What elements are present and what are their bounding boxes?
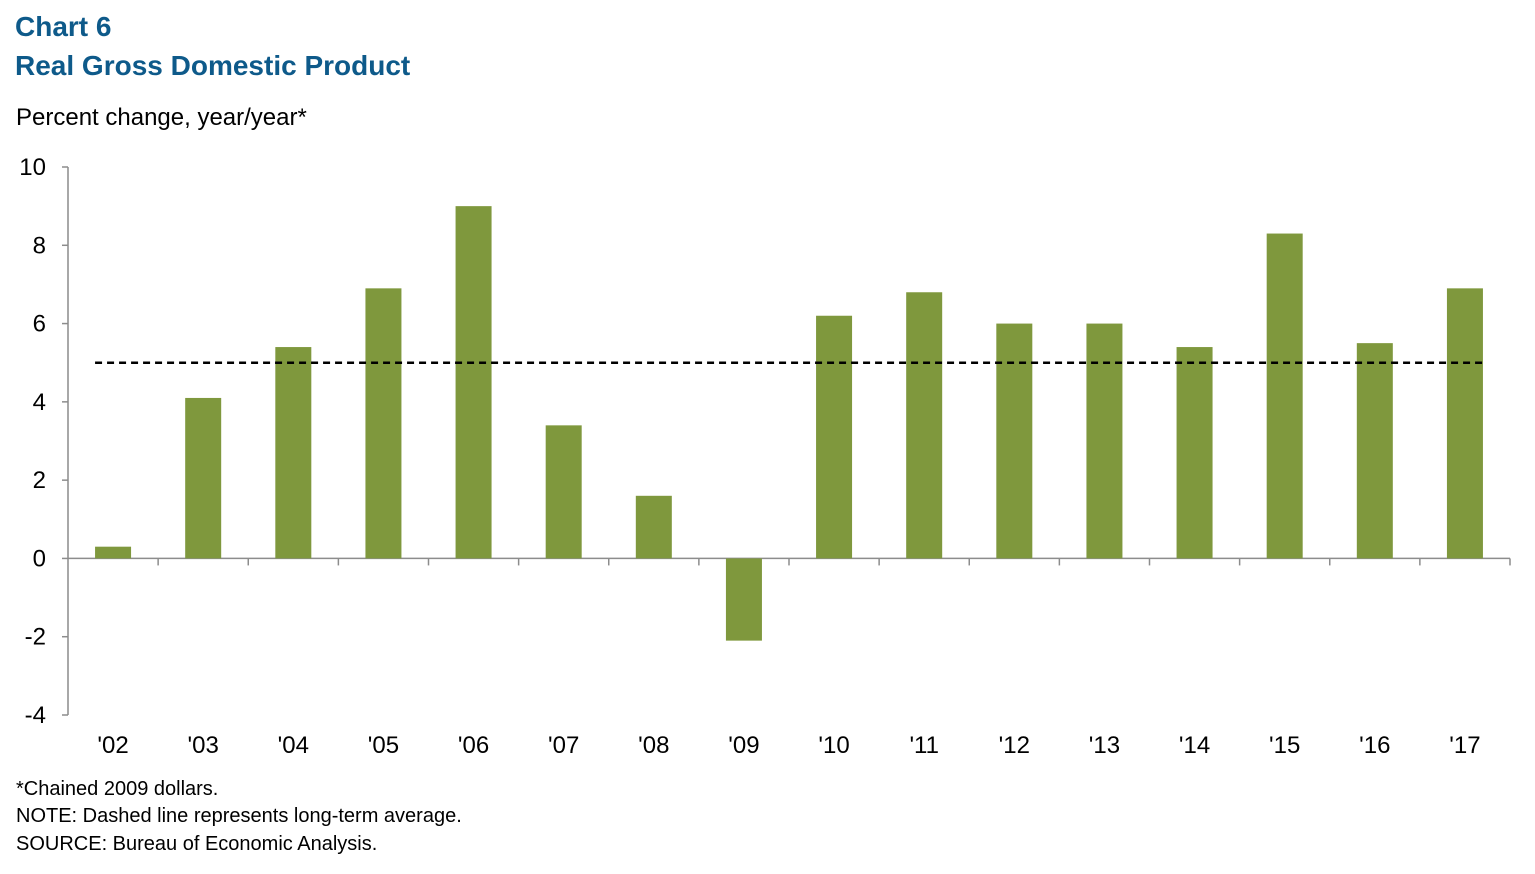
- x-tick-label: '14: [1179, 732, 1210, 759]
- y-tick-label: 0: [33, 545, 46, 572]
- bars: [95, 206, 1483, 641]
- bar: [996, 323, 1033, 559]
- x-tick-label: '17: [1449, 732, 1480, 759]
- bar: [365, 288, 402, 559]
- bar: [95, 546, 132, 559]
- bar: [185, 397, 222, 559]
- bar: [816, 315, 853, 559]
- x-tick-labels: '02 '03 '04 '05 '06 '07 '08 '09 '10 '11 '12 '13 '14 '…: [97, 732, 1480, 759]
- bar: [725, 558, 762, 641]
- x-tick-label: '04: [278, 732, 309, 759]
- bar: [455, 206, 492, 559]
- x-tick-label: '03: [188, 732, 219, 759]
- x-tick-label: '10: [818, 732, 849, 759]
- x-tick-label: '13: [1089, 732, 1120, 759]
- bar: [906, 292, 943, 559]
- y-tick-label: 2: [33, 467, 46, 494]
- bar: [1176, 347, 1213, 559]
- footnote-chained-dollars: *Chained 2009 dollars.: [16, 778, 219, 800]
- y-axis-label: Percent change, year/year*: [16, 104, 307, 131]
- x-tick-label: '06: [458, 732, 489, 759]
- bar: [1356, 343, 1393, 559]
- bar: [545, 425, 582, 559]
- y-tick-label: 6: [33, 311, 46, 338]
- x-tick-label: '11: [909, 732, 939, 759]
- x-tick-label: '15: [1269, 732, 1300, 759]
- y-tick-label: 4: [33, 389, 46, 416]
- bar: [635, 495, 672, 559]
- x-tick-label: '12: [999, 732, 1030, 759]
- y-tick-label: 10: [19, 154, 46, 181]
- x-tick-label: '08: [638, 732, 669, 759]
- x-tick-label: '09: [728, 732, 759, 759]
- footnote-source: SOURCE: Bureau of Economic Analysis.: [16, 833, 378, 855]
- y-axis: 10 8 6 4 2 0 -2 -4: [19, 154, 69, 729]
- x-tick-label: '16: [1359, 732, 1390, 759]
- footnote-note: NOTE: Dashed line represents long-term a…: [16, 805, 462, 827]
- x-tick-label: '07: [548, 732, 579, 759]
- bar: [1086, 323, 1123, 559]
- x-axis: [68, 557, 1511, 566]
- y-tick-label: -2: [25, 624, 46, 651]
- x-tick-label: '02: [97, 732, 128, 759]
- bar: [1266, 233, 1303, 559]
- bar: [275, 347, 312, 559]
- y-tick-label: 8: [33, 232, 46, 259]
- x-tick-label: '05: [368, 732, 399, 759]
- y-tick-label: -4: [25, 702, 46, 729]
- bar: [1446, 288, 1483, 559]
- chart-title: Real Gross Domestic Product: [15, 50, 411, 81]
- chart-number: Chart 6: [15, 11, 112, 42]
